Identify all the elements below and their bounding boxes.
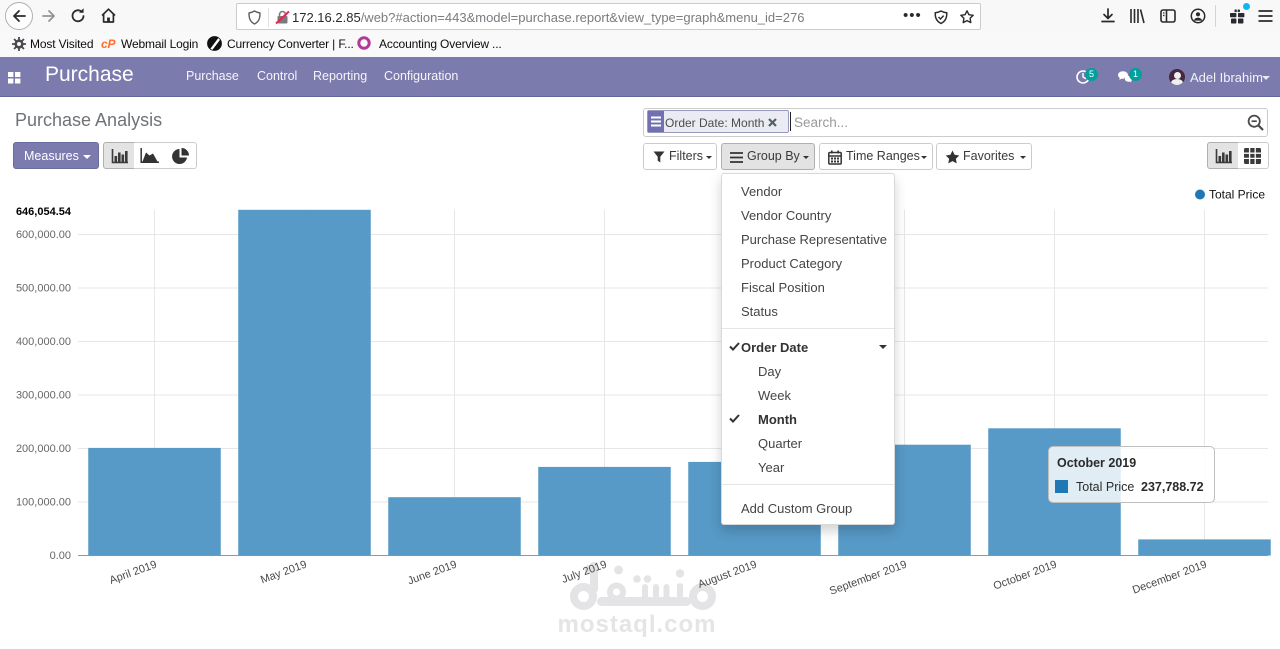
svg-text:Total Price: Total Price — [1209, 188, 1265, 202]
svg-text:May 2019: May 2019 — [259, 559, 309, 587]
svg-text:646,054.54: 646,054.54 — [16, 206, 72, 218]
svg-text:April 2019: April 2019 — [108, 559, 159, 587]
svg-text:October 2019: October 2019 — [992, 559, 1059, 593]
svg-text:500,000.00: 500,000.00 — [16, 283, 71, 295]
svg-text:100,000.00: 100,000.00 — [16, 497, 71, 509]
svg-text:600,000.00: 600,000.00 — [16, 229, 71, 241]
svg-text:December 2019: December 2019 — [1131, 559, 1209, 597]
svg-text:August 2019: August 2019 — [696, 559, 758, 591]
svg-text:September 2019: September 2019 — [828, 559, 909, 598]
svg-text:0.00: 0.00 — [50, 550, 71, 562]
svg-text:200,000.00: 200,000.00 — [16, 443, 71, 455]
svg-text:mostaql.com: mostaql.com — [557, 611, 716, 638]
svg-text:300,000.00: 300,000.00 — [16, 390, 71, 402]
svg-text:400,000.00: 400,000.00 — [16, 336, 71, 348]
svg-text:June 2019: June 2019 — [406, 559, 458, 588]
svg-text:July 2019: July 2019 — [560, 559, 608, 586]
